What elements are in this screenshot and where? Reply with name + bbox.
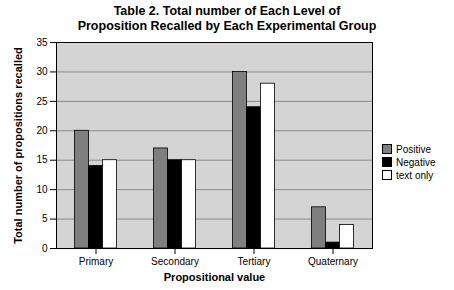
svg-text:20: 20 — [36, 125, 48, 136]
html-text:text only: text only — [396, 169, 434, 181]
svg-text:5: 5 — [42, 213, 48, 224]
html-text:Table 2. Total number of Each: Table 2. Total number of Each Level of P… — [77, 4, 377, 33]
svg-text:35: 35 — [36, 37, 48, 48]
html-text:Negative: Negative — [396, 156, 436, 168]
svg-text:Propositional value: Propositional value — [164, 271, 265, 283]
svg-text:Quaternary: Quaternary — [308, 256, 358, 267]
svg-text:10: 10 — [36, 184, 48, 195]
svg-text:Total number of propositions r: Total number of propositions recalled — [12, 47, 24, 244]
svg-text:0: 0 — [42, 243, 48, 254]
svg-text:Tertiary: Tertiary — [238, 256, 271, 267]
svg-text:15: 15 — [36, 154, 48, 165]
svg-text:Primary: Primary — [79, 256, 113, 267]
svg-text:30: 30 — [36, 66, 48, 77]
html-text:Positive: Positive — [396, 143, 431, 155]
svg-text:Secondary: Secondary — [151, 256, 199, 267]
svg-text:25: 25 — [36, 96, 48, 107]
